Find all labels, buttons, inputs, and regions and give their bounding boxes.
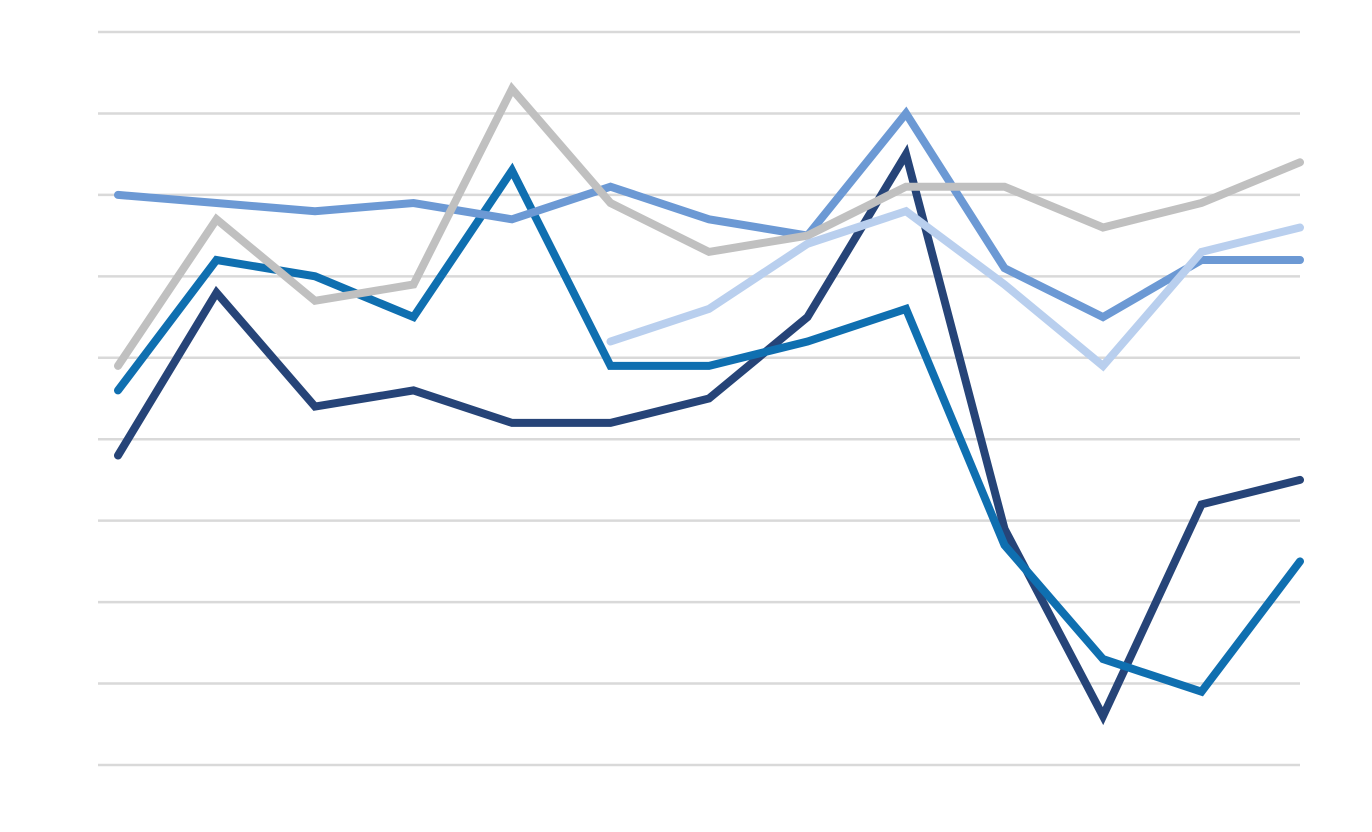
series-line-1	[114, 144, 1304, 726]
series-line-2	[114, 162, 1304, 697]
series-line-3	[114, 106, 1304, 322]
series-lines	[114, 81, 1304, 726]
series-line-5	[606, 206, 1304, 372]
series-line-4	[114, 81, 1304, 370]
